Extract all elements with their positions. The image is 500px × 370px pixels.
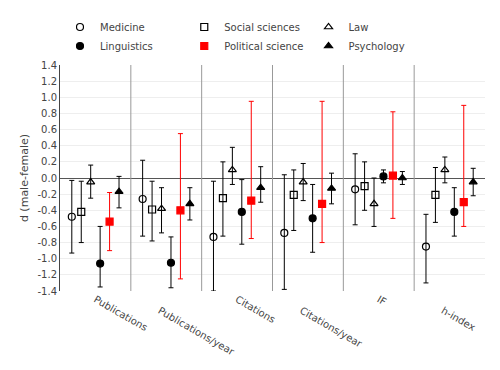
svg-text:-0.2: -0.2 (37, 189, 57, 200)
svg-text:1.4: 1.4 (41, 60, 57, 71)
svg-text:Political science: Political science (224, 41, 303, 52)
svg-text:0.4: 0.4 (41, 140, 57, 151)
svg-text:-0.6: -0.6 (37, 221, 57, 232)
svg-text:-0.8: -0.8 (37, 237, 57, 248)
svg-text:Citations/year: Citations/year (298, 305, 365, 350)
svg-text:Linguistics: Linguistics (100, 41, 153, 52)
svg-text:-1.2: -1.2 (37, 269, 57, 280)
svg-text:Citations: Citations (234, 294, 278, 326)
svg-text:-1.0: -1.0 (37, 253, 57, 264)
svg-text:Publications/year: Publications/year (156, 305, 237, 358)
svg-text:1.2: 1.2 (41, 76, 57, 87)
svg-text:Psychology: Psychology (349, 41, 405, 52)
svg-text:h-index: h-index (440, 305, 478, 333)
svg-text:Medicine: Medicine (100, 22, 145, 33)
svg-text:0.2: 0.2 (41, 156, 57, 167)
svg-text:-0.4: -0.4 (37, 205, 57, 216)
svg-text:1.0: 1.0 (41, 92, 57, 103)
svg-text:Law: Law (349, 22, 369, 33)
svg-text:Social sciences: Social sciences (224, 22, 300, 33)
svg-text:d (male-female): d (male-female) (18, 134, 31, 222)
svg-text:0.0: 0.0 (41, 173, 57, 184)
svg-text:0.6: 0.6 (41, 124, 57, 135)
svg-text:0.8: 0.8 (41, 108, 57, 119)
svg-text:Publications: Publications (92, 294, 150, 334)
svg-text:IF: IF (375, 294, 388, 308)
svg-text:-1.4: -1.4 (37, 286, 57, 297)
